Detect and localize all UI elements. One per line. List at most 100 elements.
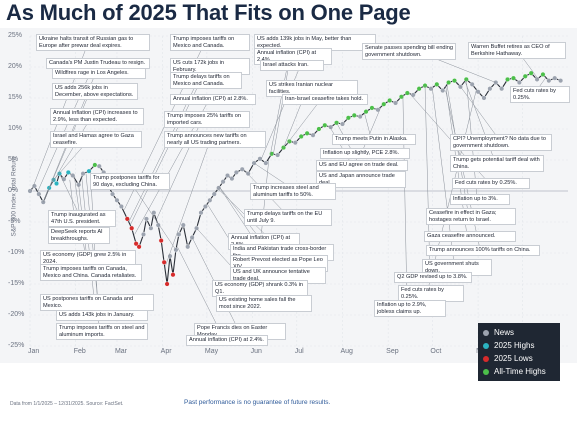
leader-line	[286, 97, 323, 145]
y-tick-label: 0%	[8, 187, 19, 194]
data-point	[375, 107, 381, 113]
data-point	[118, 203, 124, 209]
annotation-note: Trump postpones tariffs for 90 days, exc…	[90, 173, 170, 191]
data-point	[398, 94, 404, 100]
data-point	[540, 71, 546, 77]
annotation-note: Trump meets Putin in Alaska.	[332, 134, 416, 145]
data-point	[114, 197, 120, 203]
y-tick-label: 20%	[8, 63, 23, 70]
data-point	[304, 130, 310, 136]
data-point	[275, 152, 281, 158]
leader-line	[364, 113, 372, 139]
annotation-note: Inflation up to 3%.	[450, 194, 510, 205]
data-point	[292, 140, 298, 146]
data-point	[80, 171, 86, 177]
data-point	[229, 176, 235, 182]
data-point	[233, 169, 239, 175]
annotation-note: Iran-Israel ceasefire takes hold.	[282, 94, 368, 105]
annotation-note: Trump inaugurated as 47th U.S. president…	[48, 210, 116, 228]
legend: News 2025 Highs 2025 Lows All-Time Highs	[478, 323, 560, 381]
page-title: As Much of 2025 That Fits on One Page	[6, 0, 411, 25]
data-point	[446, 80, 452, 86]
x-tick-label: Sep	[386, 348, 399, 355]
chart-area: S&P 500 Index Total Return 25% 20% 15% 10% 5…	[0, 28, 577, 381]
data-point	[393, 100, 399, 106]
data-point	[129, 225, 135, 231]
legend-swatch	[483, 329, 489, 336]
data-point	[369, 105, 375, 111]
data-point	[257, 156, 263, 162]
data-point	[54, 181, 60, 187]
data-point	[202, 203, 208, 209]
legend-label: News	[494, 328, 515, 337]
data-point	[263, 160, 269, 166]
annotation-note: Trump delays tariffs on the EU until Jul…	[244, 209, 332, 227]
data-point	[434, 81, 440, 87]
legend-label: 2025 Highs	[494, 341, 535, 350]
data-point	[528, 70, 534, 76]
annotation-note: Inflation up slightly, PCE 2.8%.	[320, 148, 410, 159]
data-point	[143, 216, 149, 222]
y-tick-label: 10%	[8, 125, 23, 132]
data-point	[428, 86, 434, 92]
annotation-note: Ukraine halts transit of Russian gas to …	[36, 34, 150, 52]
data-point	[110, 191, 116, 197]
data-point	[487, 86, 493, 92]
x-tick-label: Jan	[28, 348, 40, 355]
annotation-note: Annual inflation (CPI) increases to 2.9%…	[50, 108, 144, 126]
data-point	[158, 238, 164, 244]
annotation-note: Annual inflation (CPI) at 2.8%.	[170, 94, 256, 105]
annotation-note: CPI? Unemployment? No data due to govern…	[450, 134, 552, 152]
data-point	[124, 216, 130, 222]
legend-label: 2025 Lows	[494, 354, 533, 363]
annotation-note: DeepSeek reports AI breakthroughs.	[48, 227, 110, 245]
data-point	[185, 244, 191, 250]
data-point	[140, 231, 146, 237]
data-point	[469, 81, 475, 87]
annotation-note: Fed cuts rates by 0.25%.	[452, 178, 530, 189]
annotation-note: Fed cuts rates by 0.25%.	[510, 86, 570, 104]
data-point	[155, 222, 161, 228]
annotation-note: Senate passes spending bill ending gover…	[362, 43, 456, 61]
annotation-note: Gaza ceasefire announced.	[424, 231, 516, 242]
y-tick-label: -20%	[8, 311, 25, 318]
data-point	[452, 78, 458, 84]
footer-disclaimer: Past performance is no guarantee of futu…	[184, 399, 331, 406]
annotation-note: Inflation up to 2.9%, jobless claims up.	[374, 300, 446, 318]
legend-item-all-time-highs: All-Time Highs	[483, 365, 555, 378]
data-point	[316, 126, 322, 132]
data-point	[164, 281, 170, 287]
data-point	[148, 225, 154, 231]
annotation-note: Trump announces new tariffs on nearly al…	[164, 131, 266, 149]
annotation-note: Trump imposes tariffs on steel and alumi…	[56, 323, 148, 341]
data-point	[198, 210, 204, 216]
annotation-note: Trump delays tariffs on Mexico and Canad…	[170, 72, 242, 90]
data-point	[211, 191, 217, 197]
data-point	[170, 272, 176, 278]
annotation-note: US and Japan announce trade deal.	[316, 171, 406, 189]
data-point	[510, 75, 516, 81]
leader-line	[427, 88, 477, 290]
data-point	[96, 163, 102, 169]
data-point	[310, 132, 316, 138]
legend-item-news: News	[483, 326, 555, 339]
leader-line	[457, 82, 499, 139]
x-tick-label: Jun	[250, 348, 262, 355]
y-tick-label: 15%	[8, 94, 23, 101]
data-point	[207, 197, 213, 203]
data-point	[481, 95, 487, 101]
annotation-note: Trump imposes 25% tariffs on imported ca…	[164, 111, 250, 129]
annotation-note: US postpones tariffs on Canada and Mexic…	[40, 294, 154, 312]
leader-line	[424, 85, 431, 277]
data-point	[552, 75, 558, 81]
x-tick-label: Aug	[340, 348, 353, 355]
data-point	[220, 179, 226, 185]
annotation-note: US and EU agree on trade deal.	[316, 160, 408, 171]
legend-label: All-Time Highs	[494, 367, 546, 376]
annotation-note: US existing home sales fall the most sin…	[216, 295, 312, 313]
legend-swatch	[483, 355, 489, 362]
y-tick-label: -10%	[8, 249, 25, 256]
data-point	[522, 73, 528, 79]
annotation-note: Q2 GDP revised up to 3.8%.	[394, 272, 472, 283]
y-tick-label: -25%	[8, 342, 25, 349]
